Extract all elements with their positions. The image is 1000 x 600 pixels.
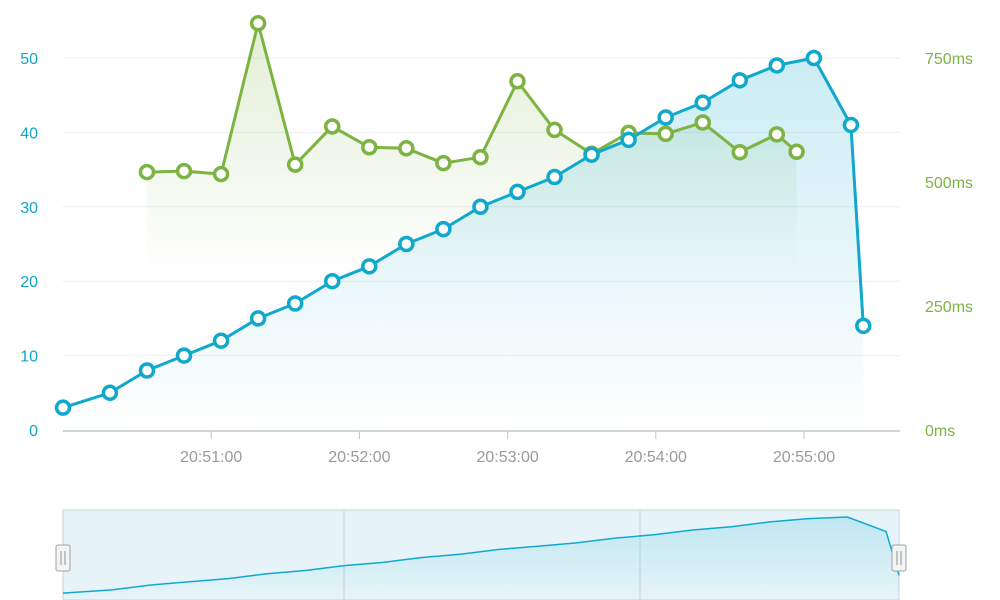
handle-body — [55, 544, 71, 572]
data-point-right — [768, 126, 786, 143]
x-tick-label: 20:54:00 — [625, 449, 687, 466]
x-tick-label: 20:51:00 — [180, 449, 242, 466]
x-tick-label: 20:55:00 — [773, 449, 835, 466]
data-point-right — [138, 163, 156, 181]
y-left-tick-label: 10 — [20, 349, 38, 366]
navigator-line — [62, 516, 900, 594]
y-left-tick-label: 20 — [20, 274, 38, 291]
data-point-left — [509, 183, 526, 201]
data-point-left — [620, 131, 637, 149]
data-point-right — [546, 121, 563, 139]
data-point-left — [249, 310, 267, 327]
data-point-right — [286, 156, 304, 173]
data-point-left — [731, 72, 749, 89]
y-left-tick-label: 40 — [20, 125, 38, 142]
data-point-right — [249, 15, 267, 32]
data-point-left — [435, 220, 452, 238]
data-point-left — [583, 146, 600, 163]
data-point-left — [694, 94, 711, 111]
data-point-right — [398, 140, 415, 157]
data-point-left — [101, 384, 119, 402]
data-point-right — [788, 143, 805, 160]
data-point-left — [54, 399, 72, 416]
data-point-left — [361, 258, 378, 275]
y-right-tick-label: 500ms — [925, 175, 973, 192]
data-point-right — [509, 73, 526, 90]
data-point-left — [842, 116, 860, 134]
series-areas — [63, 23, 864, 430]
data-point-left — [175, 347, 193, 364]
y-right-tick-label: 250ms — [925, 299, 973, 316]
y-left-tick-label: 30 — [20, 200, 38, 217]
x-axis: 20:51:00 20:52:00 20:53:00 20:54:00 20:55:00 — [63, 430, 900, 466]
y-left-tick-label: 50 — [20, 51, 38, 68]
y-axis-right: 0ms 250ms 500ms 750ms — [925, 51, 973, 440]
navigator-handle-right[interactable] — [891, 544, 907, 572]
handle-body — [891, 544, 907, 572]
data-point-right — [323, 118, 341, 135]
navigator-area — [63, 517, 899, 600]
x-tick-label: 20:53:00 — [476, 449, 538, 466]
x-tick-label: 20:52:00 — [328, 449, 390, 466]
y-axis-left: 0 10 20 30 40 50 — [20, 51, 38, 440]
data-point-right — [435, 154, 452, 172]
data-point-right — [212, 165, 230, 183]
data-point-left — [657, 109, 674, 126]
navigator[interactable] — [55, 509, 907, 600]
series-points — [54, 15, 872, 416]
series-area-left — [63, 58, 864, 430]
data-point-right — [175, 162, 193, 180]
y-left-tick-label: 0 — [29, 423, 38, 440]
data-point-right — [731, 143, 749, 161]
data-point-right — [657, 125, 674, 143]
data-point-right — [472, 148, 489, 166]
data-point-left — [546, 168, 563, 186]
data-point-left — [286, 295, 304, 312]
y-right-tick-label: 0ms — [925, 423, 955, 440]
data-point-left — [805, 49, 823, 67]
data-point-right — [694, 114, 711, 131]
data-point-left — [212, 332, 230, 349]
data-point-right — [361, 139, 378, 156]
data-point-left — [855, 317, 872, 335]
data-point-left — [472, 198, 489, 216]
data-point-left — [768, 57, 786, 74]
data-point-left — [398, 235, 415, 253]
data-point-left — [138, 362, 156, 379]
data-point-left — [323, 272, 341, 290]
y-right-tick-label: 750ms — [925, 51, 973, 68]
navigator-handle-left[interactable] — [55, 544, 71, 572]
